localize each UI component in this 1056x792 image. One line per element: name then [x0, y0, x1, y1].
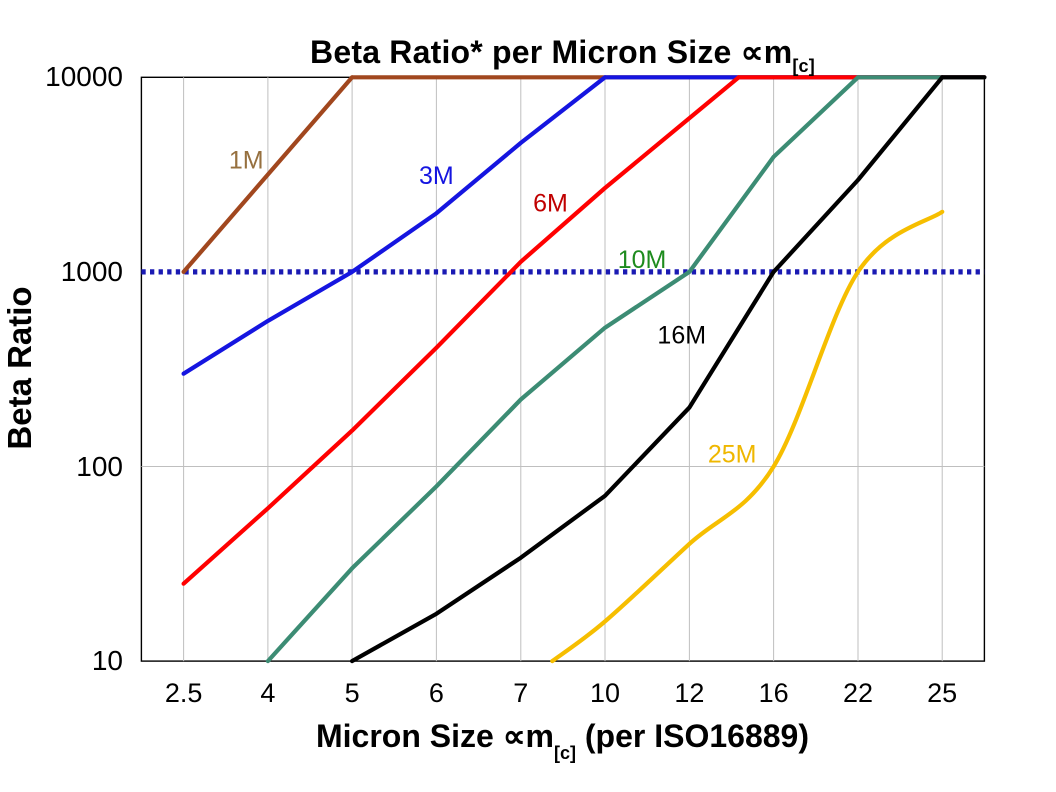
svg-text:16M: 16M — [657, 322, 706, 350]
svg-text:1M: 1M — [229, 146, 264, 174]
svg-text:3M: 3M — [419, 162, 454, 190]
svg-text:10M: 10M — [618, 246, 667, 274]
svg-text:25M: 25M — [708, 441, 757, 469]
svg-text:6M: 6M — [533, 190, 568, 218]
